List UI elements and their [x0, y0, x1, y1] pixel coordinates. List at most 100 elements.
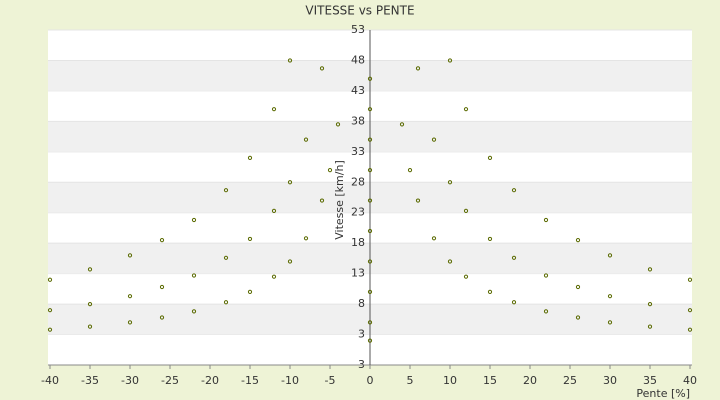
point — [271, 274, 277, 279]
point — [367, 107, 373, 112]
x-tick-label: -40 — [41, 374, 59, 387]
x-tick-label: -10 — [281, 374, 299, 387]
point — [159, 238, 165, 243]
x-tick-label: 20 — [523, 374, 537, 387]
point — [127, 320, 133, 325]
y-tick-label: 38 — [351, 114, 365, 127]
y-tick-label: 33 — [351, 145, 365, 158]
point — [607, 320, 613, 325]
point — [575, 238, 581, 243]
y-tick-label: 3 — [358, 328, 365, 341]
point — [415, 66, 421, 71]
point — [463, 208, 469, 213]
point — [575, 315, 581, 320]
point — [87, 324, 93, 329]
point — [87, 301, 93, 307]
point — [463, 274, 469, 279]
x-tick-label: -25 — [161, 374, 179, 387]
point — [223, 255, 229, 260]
point — [223, 188, 229, 193]
point — [367, 167, 373, 173]
y-tick-label: 18 — [351, 236, 365, 249]
x-tick-label: -20 — [201, 374, 219, 387]
point — [367, 76, 373, 81]
point — [367, 228, 373, 234]
point — [447, 180, 453, 185]
point — [367, 338, 373, 343]
y-axis-label: Vitesse [km/h] — [333, 160, 346, 240]
point — [367, 137, 373, 142]
point — [511, 255, 517, 260]
point — [447, 259, 453, 264]
point — [271, 208, 277, 213]
point — [487, 155, 493, 161]
point — [87, 267, 93, 272]
point — [647, 301, 653, 307]
point — [247, 155, 253, 161]
y-tick-label: 53 — [351, 23, 365, 36]
point — [47, 277, 53, 282]
point — [127, 253, 133, 258]
point — [319, 198, 325, 203]
point — [647, 324, 653, 329]
point — [487, 289, 493, 295]
point — [487, 236, 493, 242]
y-tick-label: 48 — [351, 53, 365, 66]
point — [303, 236, 309, 241]
x-tick-label: -5 — [325, 374, 336, 387]
point — [399, 122, 405, 127]
point — [407, 167, 413, 173]
point — [47, 308, 53, 313]
y-tick-label: 23 — [351, 206, 365, 219]
point — [607, 253, 613, 258]
point — [287, 259, 293, 264]
x-axis-label: Pente [%] — [636, 387, 690, 400]
point — [511, 188, 517, 193]
point — [191, 309, 197, 314]
point — [287, 180, 293, 185]
point — [367, 198, 373, 203]
point — [415, 198, 421, 203]
x-tick-label: 5 — [407, 374, 414, 387]
point — [607, 294, 613, 299]
point — [191, 217, 197, 223]
point — [463, 107, 469, 112]
point — [511, 300, 517, 305]
point — [303, 137, 309, 142]
point — [191, 273, 197, 278]
x-tick-label: -30 — [121, 374, 139, 387]
point — [543, 309, 549, 314]
point — [431, 137, 437, 142]
x-tick-label: 30 — [603, 374, 617, 387]
x-tick-label: 40 — [683, 374, 697, 387]
point — [687, 277, 693, 282]
x-tick-label: 25 — [563, 374, 577, 387]
point — [431, 236, 437, 241]
point — [647, 267, 653, 272]
point — [223, 300, 229, 305]
x-tick-label: 15 — [483, 374, 497, 387]
point — [367, 259, 373, 264]
point — [335, 122, 341, 127]
point — [367, 320, 373, 325]
point — [287, 58, 293, 63]
point — [543, 273, 549, 278]
x-tick-label: -15 — [241, 374, 259, 387]
x-tick-label: 10 — [443, 374, 457, 387]
x-tick-label: -35 — [81, 374, 99, 387]
point — [447, 58, 453, 63]
point — [687, 308, 693, 313]
x-tick-label: 35 — [643, 374, 657, 387]
point — [319, 66, 325, 71]
y-tick-label: 8 — [358, 297, 365, 310]
point — [575, 284, 581, 290]
y-tick-label: 28 — [351, 175, 365, 188]
point — [271, 107, 277, 112]
point — [543, 217, 549, 223]
point — [159, 315, 165, 320]
y-tick-label: 43 — [351, 84, 365, 97]
point — [247, 289, 253, 295]
point — [367, 289, 373, 295]
point — [159, 284, 165, 290]
point — [127, 294, 133, 299]
